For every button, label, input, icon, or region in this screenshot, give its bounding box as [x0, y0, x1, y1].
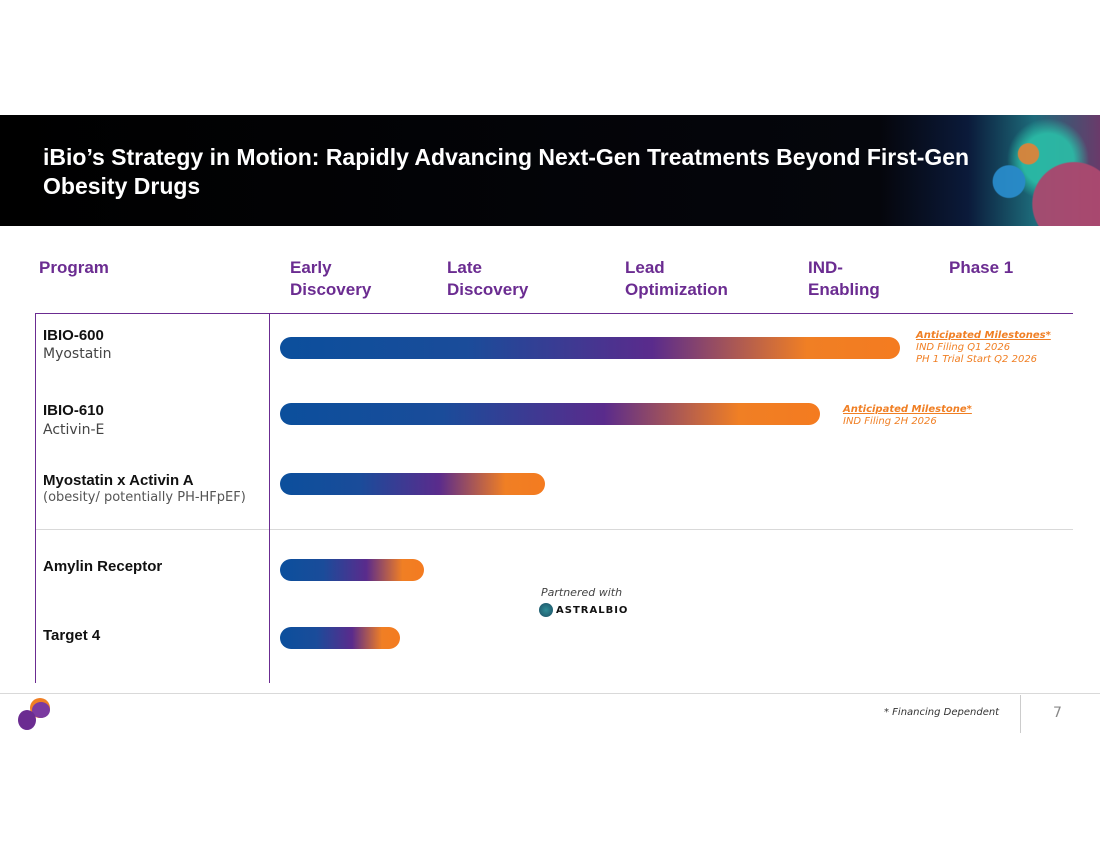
left-border — [35, 313, 36, 683]
partner-label: Partnered with — [541, 586, 623, 599]
program-name: IBIO-600 — [43, 327, 104, 344]
col-header-program: Program — [39, 258, 109, 277]
col-header-ind-enabling: IND- Enabling — [808, 258, 880, 299]
antibody-image — [970, 115, 1100, 226]
footnote: * Financing Dependent — [884, 707, 1000, 718]
footer-divider — [0, 693, 1100, 694]
col-header-late-discovery: Late Discovery — [447, 258, 529, 299]
program-column-divider — [269, 313, 270, 683]
program-target: Activin-E — [43, 422, 105, 438]
col-header-early-discovery: Early Discovery — [290, 258, 372, 299]
milestone-ibio-610: Anticipated Milestone* IND Filing 2H 2026 — [843, 404, 972, 427]
group-divider — [35, 529, 1073, 530]
progress-bar-amylin — [280, 559, 424, 581]
program-target: Myostatin — [43, 346, 112, 362]
page-number: 7 — [1053, 705, 1062, 721]
title-banner — [0, 115, 1100, 226]
astralbio-globe-icon — [539, 603, 553, 617]
program-name: IBIO-610 — [43, 402, 104, 419]
program-name: Target 4 — [43, 627, 101, 644]
program-indication: (obesity/ potentially PH-HFpEF) — [43, 490, 246, 505]
program-name: Myostatin x Activin A — [43, 472, 194, 489]
milestone-ibio-600: Anticipated Milestones* IND Filing Q1 202… — [916, 330, 1051, 365]
program-name: Amylin Receptor — [43, 558, 163, 575]
col-header-lead-optimization: Lead Optimization — [625, 258, 728, 299]
page-title: iBio’s Strategy in Motion: Rapidly Advan… — [43, 144, 970, 199]
header-divider — [35, 313, 1073, 314]
progress-bar-ibio-600 — [280, 337, 901, 359]
progress-bar-ibio-610 — [280, 403, 820, 425]
astralbio-logo: ASTRALBIO — [539, 603, 628, 617]
col-header-phase-1: Phase 1 — [949, 258, 1014, 277]
progress-bar-myostatin-activin — [280, 473, 545, 495]
progress-bar-target-4 — [280, 627, 400, 649]
ibio-logo — [18, 698, 52, 732]
footer-separator — [1020, 695, 1021, 733]
